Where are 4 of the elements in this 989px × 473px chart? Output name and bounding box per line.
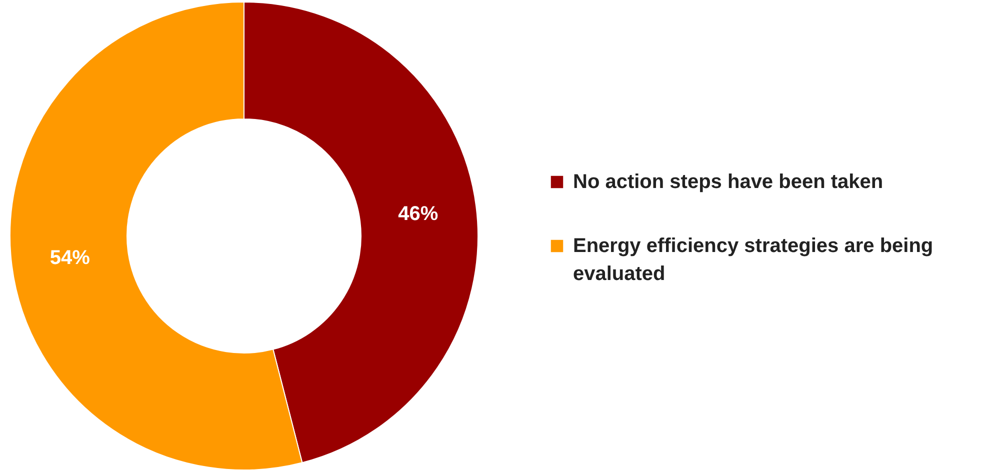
legend-label: No action steps have been taken [573, 171, 884, 193]
legend-label: Energy efficiency strategies are being evaluated [573, 235, 934, 285]
data-label: 46% [398, 203, 438, 226]
data-label: 54% [50, 246, 90, 269]
